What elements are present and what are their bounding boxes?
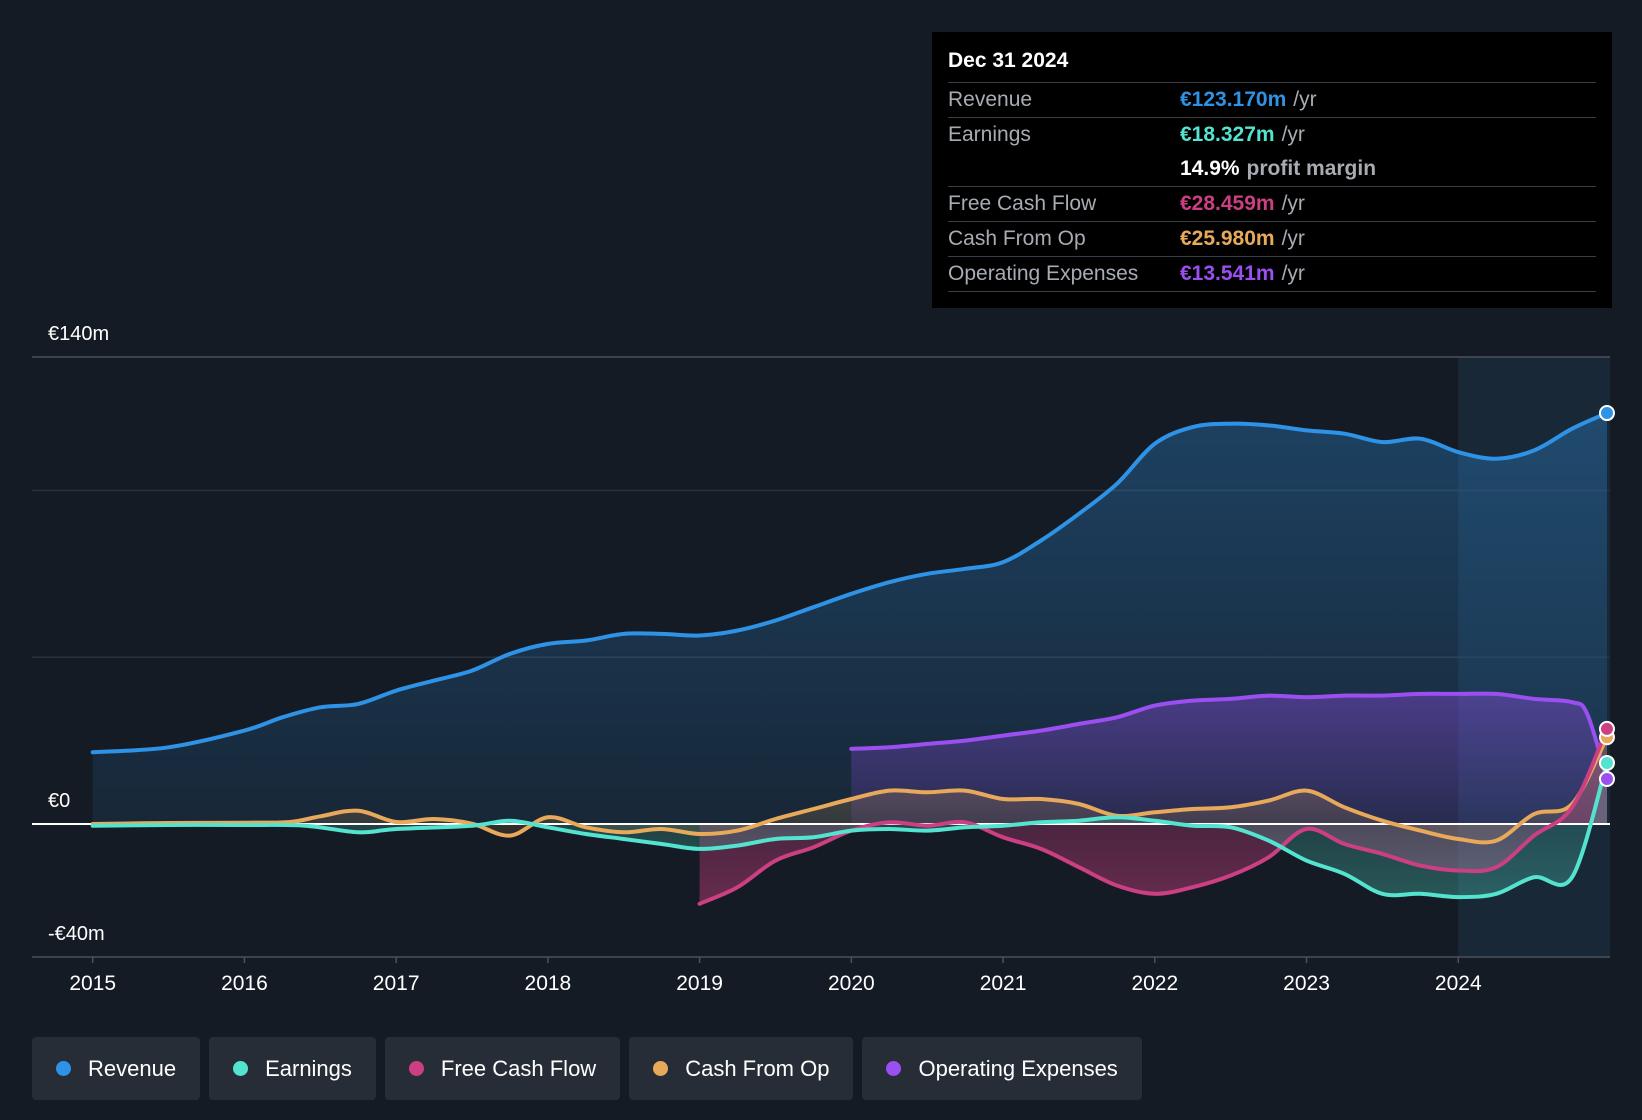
x-tick-label: 2021	[980, 972, 1027, 995]
revenue-end-marker	[1598, 405, 1615, 422]
tooltip-revenue-label: Revenue	[948, 88, 1033, 111]
tooltip-earnings-unit: /yr	[1281, 123, 1305, 146]
x-axis: 2015 2016 2017 2018 2019 2020 2021 2022 2023 2024	[69, 957, 1482, 995]
x-tick-label: 2019	[676, 972, 723, 995]
y-label-bottom: -€40m	[48, 923, 105, 945]
tooltip-panel: Dec 31 2024 Revenue €123.170m /yr Earnin…	[932, 32, 1612, 308]
tooltip-cfo-label: Cash From Op	[948, 227, 1086, 250]
legend-item-revenue[interactable]: Revenue	[32, 1037, 201, 1100]
tooltip-opex-label: Operating Expenses	[948, 262, 1139, 285]
tooltip-earnings-label: Earnings	[948, 123, 1031, 146]
tooltip-margin-label: profit margin	[1246, 157, 1377, 180]
tooltip-row-cfo: Cash From Op €25.980m /yr	[948, 222, 1596, 257]
fcf-area	[699, 728, 1607, 904]
tooltip-row-revenue: Revenue €123.170m /yr	[948, 83, 1596, 118]
tooltip-date: Dec 31 2024	[948, 46, 1596, 83]
legend-label-revenue: Revenue	[88, 1055, 177, 1081]
tooltip-revenue-unit: /yr	[1293, 88, 1317, 111]
tooltip-fcf-value: €28.459m	[1180, 192, 1275, 215]
opex-line	[849, 691, 1609, 781]
legend-label-fcf: Free Cash Flow	[440, 1055, 597, 1081]
tooltip-row-opex: Operating Expenses €13.541m /yr	[948, 257, 1596, 292]
tooltip-fcf-label: Free Cash Flow	[948, 192, 1097, 215]
cfo-area	[92, 737, 1608, 843]
fcf-end-marker	[1598, 720, 1615, 737]
earnings-end-marker	[1598, 754, 1615, 771]
revenue-dot-icon	[56, 1061, 71, 1076]
tooltip-margin-value: 14.9%	[1180, 157, 1240, 180]
cfo-dot-icon	[653, 1061, 669, 1076]
series-lines	[90, 411, 1609, 906]
x-tick-label: 2018	[525, 972, 572, 995]
earnings-line	[90, 761, 1609, 900]
legend-item-fcf[interactable]: Free Cash Flow	[384, 1037, 621, 1100]
x-tick-label: 2022	[1131, 972, 1178, 995]
tooltip-fcf-unit: /yr	[1281, 192, 1305, 215]
tooltip-row-earnings: Earnings €18.327m /yr	[948, 118, 1596, 152]
tooltip-opex-unit: /yr	[1281, 262, 1305, 285]
opex-end-marker	[1598, 770, 1615, 787]
legend-label-earnings: Earnings	[265, 1055, 352, 1081]
x-tick-label: 2017	[373, 972, 420, 995]
x-tick-label: 2023	[1283, 972, 1330, 995]
tooltip-row-fcf: Free Cash Flow €28.459m /yr	[948, 187, 1596, 222]
revenue-line	[90, 411, 1609, 755]
legend-item-cfo[interactable]: Cash From Op	[629, 1037, 854, 1100]
tooltip-earnings-value: €18.327m	[1180, 123, 1275, 146]
opex-area	[851, 693, 1607, 824]
x-tick-label: 2020	[828, 972, 875, 995]
earnings-dot-icon	[233, 1061, 249, 1076]
tooltip-opex-value: €13.541m	[1180, 262, 1275, 285]
x-tick-label: 2016	[221, 972, 268, 995]
legend-item-earnings[interactable]: Earnings	[209, 1037, 376, 1100]
tooltip-row-margin: 14.9% profit margin	[948, 152, 1596, 187]
legend-item-opex[interactable]: Operating Expenses	[862, 1037, 1142, 1100]
tooltip-cfo-value: €25.980m	[1180, 227, 1275, 250]
x-tick-label: 2015	[69, 972, 116, 995]
legend: Revenue Earnings Free Cash Flow Cash Fro…	[32, 1037, 1142, 1100]
legend-label-opex: Operating Expenses	[918, 1055, 1118, 1081]
opex-dot-icon	[886, 1061, 902, 1076]
legend-label-cfo: Cash From Op	[685, 1055, 830, 1081]
y-label-zero: €0	[48, 790, 70, 812]
y-label-top: €140m	[48, 323, 109, 345]
series-end-markers	[1598, 405, 1615, 787]
fcf-dot-icon	[408, 1061, 424, 1076]
tooltip-revenue-value: €123.170m	[1180, 88, 1287, 111]
tooltip-cfo-unit: /yr	[1281, 227, 1305, 250]
cfo-line	[90, 735, 1609, 845]
x-tick-label: 2024	[1435, 972, 1482, 995]
